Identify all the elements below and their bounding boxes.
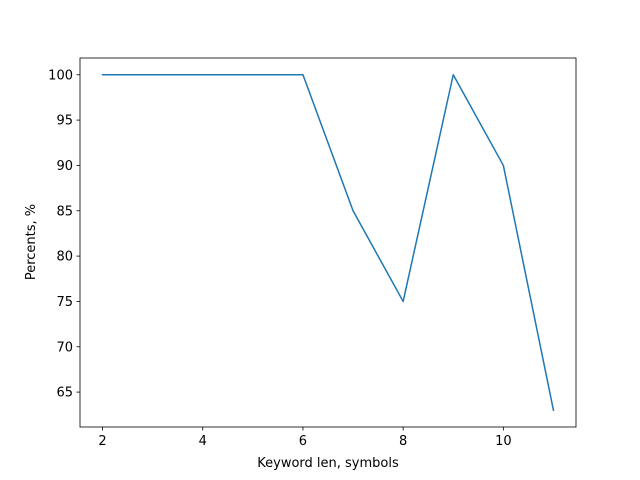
plot-area bbox=[80, 58, 576, 427]
series-line-1 bbox=[101, 74, 555, 412]
y-tick-label-100: 100 bbox=[48, 68, 73, 83]
x-tick-label-2: 2 bbox=[98, 434, 106, 449]
axes-spines bbox=[79, 57, 577, 428]
y-tick-label-65: 65 bbox=[56, 386, 73, 401]
x-tick-label-10: 10 bbox=[495, 434, 512, 449]
y-axis-label: Percents, % bbox=[24, 204, 39, 280]
y-tick-label-70: 70 bbox=[56, 340, 73, 355]
y-tick-label-80: 80 bbox=[56, 250, 73, 265]
x-tick-label-8: 8 bbox=[399, 434, 407, 449]
y-tick-label-95: 95 bbox=[56, 114, 73, 129]
y-tick-label-75: 75 bbox=[56, 295, 73, 310]
series-layer bbox=[101, 74, 555, 412]
x-tick-label-4: 4 bbox=[199, 434, 207, 449]
y-tick-label-85: 85 bbox=[56, 204, 73, 219]
x-ticks: 2 4 6 8 10 bbox=[98, 427, 512, 449]
x-tick-label-6: 6 bbox=[299, 434, 307, 449]
y-tick-label-90: 90 bbox=[56, 159, 73, 174]
y-ticks: 65 70 75 80 85 90 95 100 bbox=[48, 68, 80, 401]
axes-frame bbox=[79, 57, 577, 428]
x-axis-label: Keyword len, symbols bbox=[257, 456, 399, 471]
plot-background bbox=[80, 58, 576, 427]
